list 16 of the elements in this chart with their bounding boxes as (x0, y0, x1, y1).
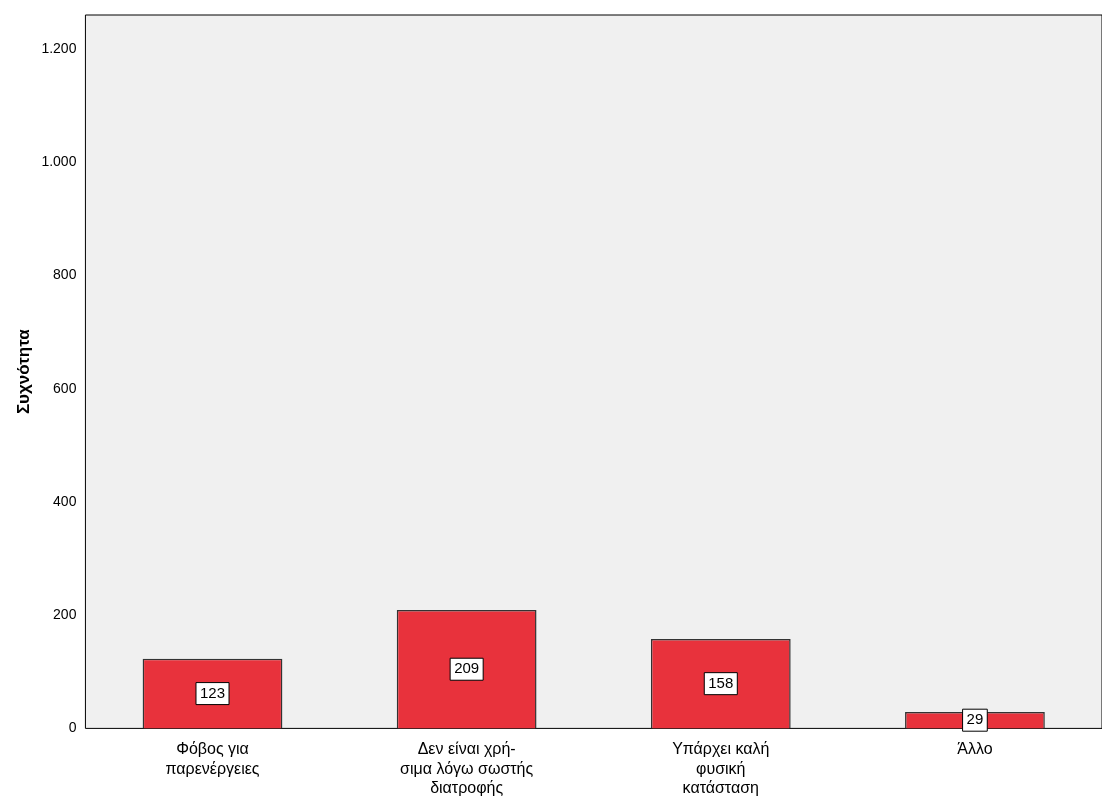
data-label: 158 (708, 673, 734, 691)
y-tick-label: 0 (68, 719, 77, 736)
x-tick-label: Υπάρχει καλή φυσική κατάσταση (672, 740, 770, 796)
y-tick-label: 400 (53, 492, 77, 509)
data-label: 209 (454, 659, 480, 677)
x-tick-label: Άλλο (957, 740, 993, 758)
x-tick-label: Δεν είναι χρή- σιμα λόγω σωστής διατροφής (400, 740, 534, 796)
y-tick-label: 600 (53, 379, 77, 396)
data-label: 123 (199, 683, 226, 701)
y-tick-label: 800 (53, 266, 77, 283)
x-tick-label: Φόβος για παρενέργειες (165, 740, 260, 777)
y-axis-title: Συχνότητα (13, 328, 33, 415)
y-tick-label: 1.000 (41, 153, 77, 170)
y-tick-label: 1.200 (41, 39, 77, 56)
data-label: 29 (966, 710, 984, 728)
y-tick-label: 200 (53, 606, 77, 623)
